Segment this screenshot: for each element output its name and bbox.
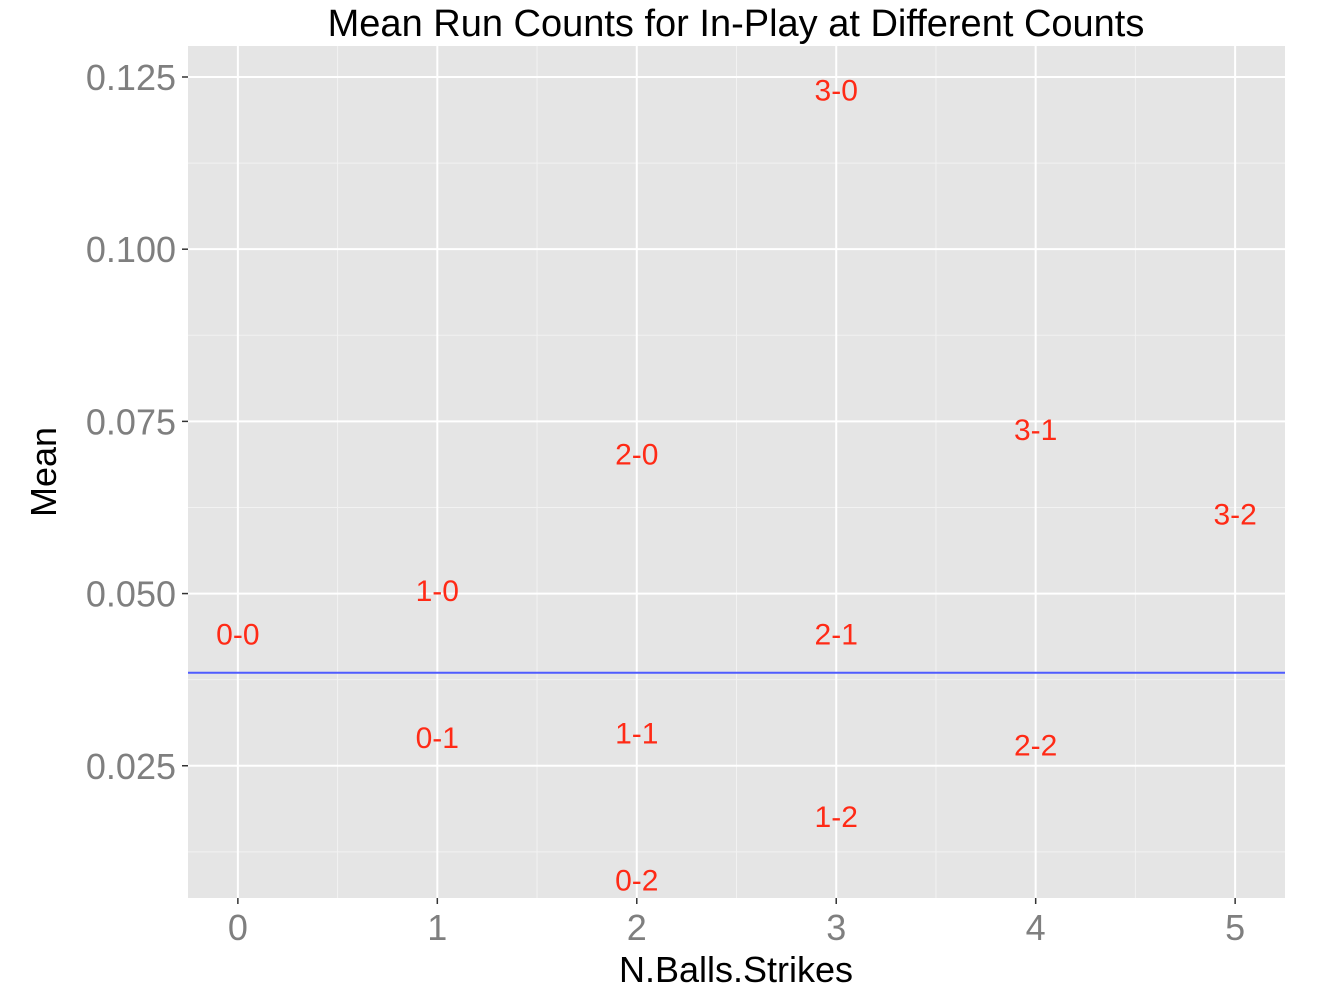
x-tick-label: 4 (1026, 907, 1046, 948)
point-label-2-0: 2-0 (615, 439, 658, 472)
minor-gridlines (188, 46, 1285, 898)
point-label-3-1: 3-1 (1014, 414, 1057, 447)
major-gridlines (188, 46, 1285, 898)
chart-title: Mean Run Counts for In-Play at Different… (328, 3, 1145, 45)
x-axis-ticks: 0 1 2 3 4 5 (228, 898, 1245, 948)
x-tick-label: 1 (427, 907, 447, 948)
y-tick-label: 0.025 (86, 746, 176, 787)
y-axis-ticks: 0.025 0.050 0.075 0.100 0.125 (86, 57, 188, 787)
point-label-1-0: 1-0 (416, 575, 459, 608)
x-tick-label: 2 (627, 907, 647, 948)
point-label-3-2: 3-2 (1213, 499, 1256, 532)
y-tick-label: 0.125 (86, 57, 176, 98)
point-label-0-0: 0-0 (216, 619, 259, 652)
x-tick-label: 5 (1225, 907, 1245, 948)
point-label-3-0: 3-0 (815, 74, 858, 107)
point-label-1-1: 1-1 (615, 718, 658, 751)
point-labels: 0-0 1-0 0-1 2-0 1-1 0-2 3-0 2-1 1-2 3-1 2-2 3-2 (216, 74, 1257, 897)
x-tick-label: 3 (826, 907, 846, 948)
point-label-2-1: 2-1 (815, 619, 858, 652)
y-axis-title: Mean (23, 427, 64, 517)
y-tick-label: 0.050 (86, 574, 176, 615)
point-label-0-1: 0-1 (416, 722, 459, 755)
y-tick-label: 0.075 (86, 401, 176, 442)
y-tick-label: 0.100 (86, 229, 176, 270)
point-label-2-2: 2-2 (1014, 729, 1057, 762)
point-label-1-2: 1-2 (815, 801, 858, 834)
point-label-0-2: 0-2 (615, 864, 658, 897)
x-axis-title: N.Balls.Strikes (619, 949, 853, 990)
x-tick-label: 0 (228, 907, 248, 948)
